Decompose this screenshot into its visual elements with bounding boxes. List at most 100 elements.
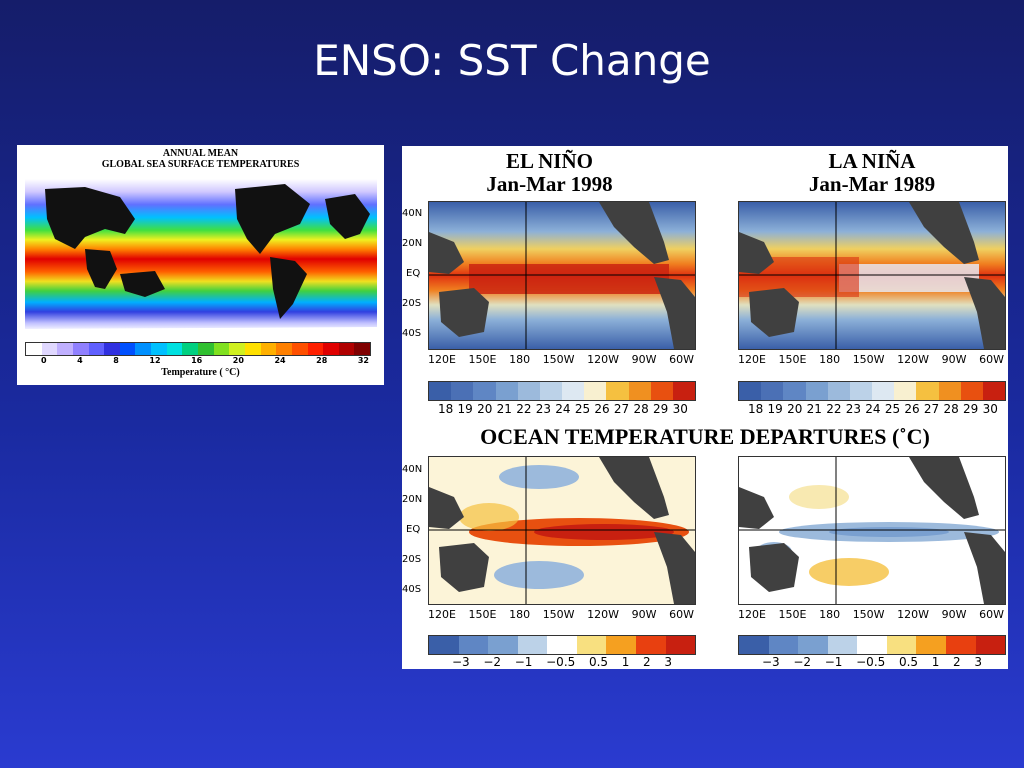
lon-labels-el-nino-bottom: 120E 150E 180 150W 120W 90W 60W xyxy=(428,608,694,621)
tick: 16 xyxy=(191,356,203,365)
scale-tick: 22 xyxy=(516,402,532,416)
lat-label: EQ xyxy=(406,524,421,535)
annual-mean-sst-panel: ANNUAL MEAN GLOBAL SEA SURFACE TEMPERATU… xyxy=(17,145,384,385)
colorbar-label: Temperature ( °C) xyxy=(161,367,240,378)
scale-tick: 1 xyxy=(621,655,630,669)
la-nina-period: Jan-Mar 1989 xyxy=(808,172,936,196)
scale-tick: 22 xyxy=(826,402,842,416)
scale-tick: 24 xyxy=(555,402,571,416)
el-nino-period: Jan-Mar 1998 xyxy=(486,172,613,196)
lon-label: 180 xyxy=(819,353,841,366)
scale-tick: 19 xyxy=(457,402,473,416)
el-nino-name: EL NIÑO xyxy=(506,149,593,173)
scale-tick: −2 xyxy=(483,655,502,669)
annual-mean-title-line1: ANNUAL MEAN xyxy=(162,148,239,159)
scale-tick: 18 xyxy=(748,402,764,416)
lat-label: 20N xyxy=(402,238,423,249)
scale-tick: −2 xyxy=(793,655,812,669)
scale-tick: 25 xyxy=(574,402,591,416)
scale-tick: 26 xyxy=(594,402,610,416)
lon-labels-la-nina-top: 120E 150E 180 150W 120W 90W 60W xyxy=(738,353,1004,366)
lat-label: 20N xyxy=(402,494,423,505)
tick: 0 xyxy=(41,356,47,365)
lat-label: 40S xyxy=(402,584,422,595)
lon-label: 120E xyxy=(738,608,766,621)
scale-tick: 25 xyxy=(884,402,901,416)
lon-labels-el-nino-top: 120E 150E 180 150W 120W 90W 60W xyxy=(428,353,694,366)
la-nina-sst-map xyxy=(738,201,1006,350)
lon-label: 60W xyxy=(979,353,1004,366)
scale-tick: 23 xyxy=(845,402,862,416)
scale-tick: −3 xyxy=(452,655,470,669)
scale-tick: 26 xyxy=(904,402,920,416)
scale-tick: 21 xyxy=(496,402,512,416)
lon-label: 120E xyxy=(738,353,766,366)
lon-label: 90W xyxy=(631,353,657,366)
departures-title: OCEAN TEMPERATURE DEPARTURES (˚C) xyxy=(480,424,930,449)
el-nino-anomaly-scale: −3 −2 −1 −0.5 0.5 1 2 3 xyxy=(452,655,672,669)
scale-tick: 1 xyxy=(931,655,940,669)
scale-tick: 30 xyxy=(672,402,688,416)
el-nino-header: EL NIÑO Jan-Mar 1998 xyxy=(432,150,667,196)
lat-labels-top: 40N 20N EQ 20S 40S xyxy=(402,208,430,348)
el-nino-anomaly-colorbar xyxy=(428,635,696,655)
scale-tick: 28 xyxy=(943,402,959,416)
la-nina-header: LA NIÑA Jan-Mar 1989 xyxy=(747,150,997,196)
el-nino-sst-colorbar xyxy=(428,381,696,401)
lon-label: 60W xyxy=(669,353,694,366)
tick: 24 xyxy=(274,356,286,365)
lon-label: 150E xyxy=(468,353,497,366)
annual-mean-colorbar-ticks: 0 4 8 12 16 20 24 28 32 xyxy=(41,356,369,365)
lon-label: 120W xyxy=(587,353,620,366)
scale-tick: 20 xyxy=(787,402,803,416)
tick: 4 xyxy=(77,356,83,365)
scale-tick: 2 xyxy=(643,655,651,669)
lon-label: 60W xyxy=(979,608,1004,621)
annual-mean-title-line2: GLOBAL SEA SURFACE TEMPERATURES xyxy=(101,159,300,170)
lon-label: 90W xyxy=(941,608,967,621)
scale-tick: 0.5 xyxy=(898,655,919,669)
scale-tick: 30 xyxy=(982,402,998,416)
scale-tick: −1 xyxy=(514,655,533,669)
scale-tick: −0.5 xyxy=(856,655,886,669)
lat-label: 40N xyxy=(402,464,423,475)
scale-tick: 20 xyxy=(477,402,493,416)
tick: 32 xyxy=(357,356,369,365)
lon-label: 120W xyxy=(587,608,620,621)
scale-tick: −1 xyxy=(824,655,843,669)
global-sst-map xyxy=(25,179,377,339)
lon-label: 180 xyxy=(509,608,531,621)
scale-tick: 21 xyxy=(806,402,822,416)
lon-label: 150W xyxy=(852,353,885,366)
lon-label: 60W xyxy=(669,608,694,621)
lon-label: 150W xyxy=(542,608,575,621)
scale-tick: 23 xyxy=(535,402,552,416)
annual-mean-colorbar xyxy=(25,342,371,356)
lon-label: 150W xyxy=(542,353,575,366)
scale-tick: 3 xyxy=(974,655,982,669)
la-nina-anomaly-scale: −3 −2 −1 −0.5 0.5 1 2 3 xyxy=(762,655,982,669)
lon-label: 180 xyxy=(509,353,531,366)
lat-labels-bottom: 40N 20N EQ 20S 40S xyxy=(402,464,430,604)
scale-tick: 0.5 xyxy=(588,655,609,669)
scale-tick: 29 xyxy=(653,402,669,416)
scale-tick: 18 xyxy=(438,402,454,416)
tick: 28 xyxy=(316,356,328,365)
la-nina-anomaly-colorbar xyxy=(738,635,1006,655)
lat-label: 20S xyxy=(402,554,422,565)
lon-labels-la-nina-bottom: 120E 150E 180 150W 120W 90W 60W xyxy=(738,608,1004,621)
enso-figure-panel: EL NIÑO Jan-Mar 1998 LA NIÑA Jan-Mar 198… xyxy=(402,146,1008,669)
lon-label: 90W xyxy=(941,353,967,366)
lat-label: EQ xyxy=(406,268,421,279)
la-nina-name: LA NIÑA xyxy=(828,149,916,173)
tick: 8 xyxy=(113,356,119,365)
scale-tick: 27 xyxy=(923,402,940,416)
slide-title: ENSO: SST Change xyxy=(313,36,711,85)
el-nino-sst-scale: 18 19 20 21 22 23 24 25 26 27 28 29 30 xyxy=(438,402,688,416)
lon-label: 120W xyxy=(897,353,930,366)
la-nina-anomaly-map xyxy=(738,456,1006,605)
scale-tick: 2 xyxy=(953,655,961,669)
lat-label: 40S xyxy=(402,328,422,339)
lon-label: 150E xyxy=(778,608,807,621)
scale-tick: 24 xyxy=(865,402,881,416)
